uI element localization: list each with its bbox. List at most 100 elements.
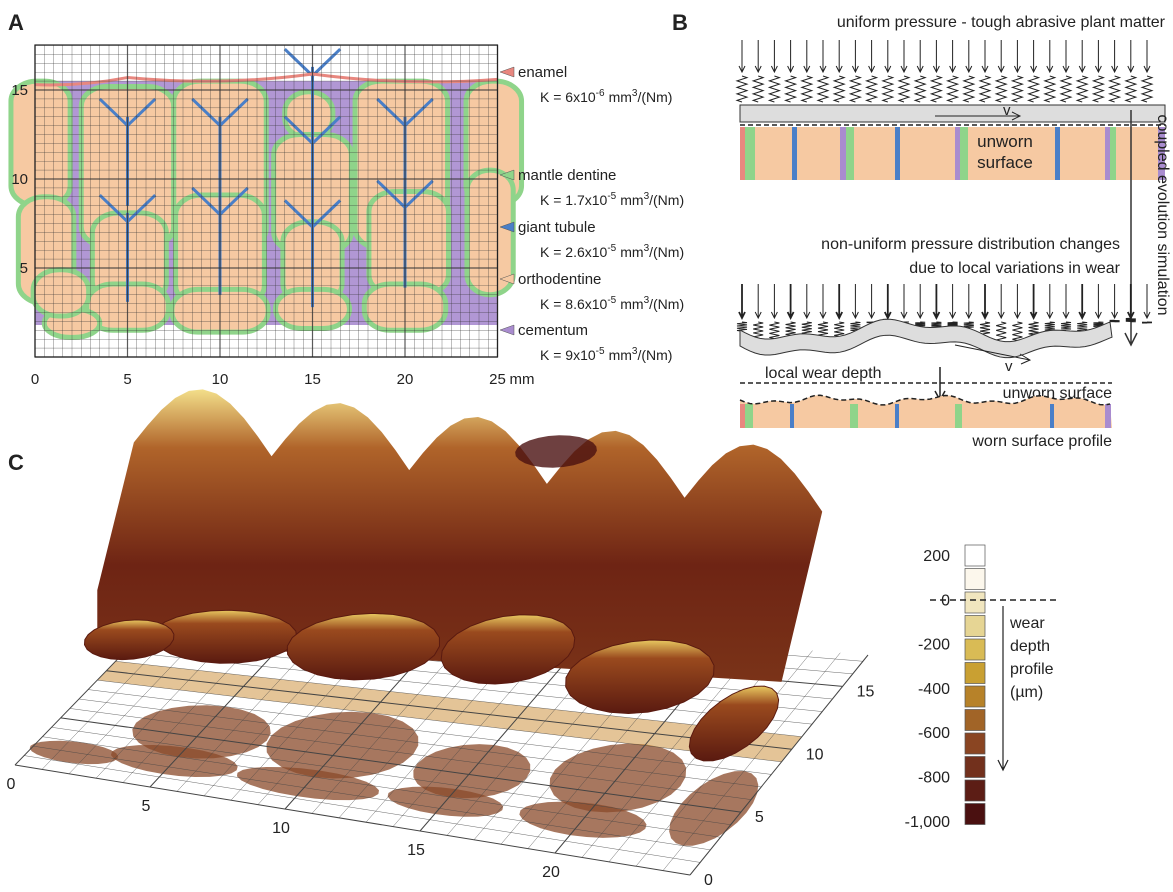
- pressure-arrow: [1047, 40, 1053, 72]
- pressure-arrow: [1047, 284, 1053, 318]
- pressure-arrow: [917, 40, 923, 72]
- spring: [1029, 322, 1039, 335]
- layer: [1055, 127, 1060, 180]
- spring: [980, 76, 990, 102]
- y-tick-label: 10: [806, 746, 824, 763]
- worn-strip: [740, 395, 1112, 428]
- pressure-arrow: [1112, 40, 1118, 72]
- colorbar-label: -800: [918, 770, 950, 787]
- caption: uniform pressure - tough abrasive plant …: [837, 14, 1166, 31]
- strip: [740, 127, 1165, 180]
- panel-label: A: [8, 10, 24, 35]
- raised-tooth: [153, 610, 297, 663]
- layer: [745, 404, 753, 428]
- k-text: K = 1.7x10: [540, 192, 608, 208]
- k-unit: mm: [609, 89, 632, 105]
- pressure-arrow: [788, 284, 794, 318]
- pressure-arrow: [1112, 284, 1118, 318]
- layer: [955, 127, 960, 180]
- pressure-arrow: [1079, 40, 1085, 72]
- spring: [769, 322, 779, 339]
- x-tick-label: 25: [489, 371, 506, 388]
- pressure-arrow: [998, 40, 1004, 72]
- layer: [960, 127, 968, 180]
- spring: [915, 76, 925, 102]
- y-tick-label: 15: [857, 683, 875, 700]
- k-tail: /(Nm): [637, 89, 672, 105]
- spring: [964, 76, 974, 102]
- colorbar-title: depth: [1010, 638, 1050, 655]
- wavy-plate: [740, 319, 1112, 357]
- k-unit: mm: [620, 244, 643, 260]
- pressure-arrow: [1079, 284, 1085, 318]
- pressure-arrow: [869, 40, 875, 72]
- pressure-arrow: [933, 284, 939, 318]
- spring: [1142, 76, 1152, 102]
- spring: [834, 76, 844, 102]
- legend-swatch: [500, 325, 514, 335]
- spring: [850, 76, 860, 102]
- layer: [1110, 127, 1116, 180]
- pressure-arrow: [933, 40, 939, 72]
- pressure-arrow: [1144, 284, 1150, 318]
- pressure-arrow: [804, 40, 810, 72]
- layer: [792, 127, 797, 180]
- pressure-arrow: [901, 284, 907, 318]
- spring: [996, 76, 1006, 102]
- k-text: K = 9x10: [540, 347, 596, 363]
- x-tick-label: 0: [7, 776, 16, 793]
- local-wear-depth: local wear depth: [765, 365, 882, 382]
- spring: [818, 76, 828, 102]
- k-tail: /(Nm): [637, 347, 672, 363]
- x-tick-label: 20: [542, 864, 560, 881]
- pressure-arrow: [1144, 40, 1150, 72]
- colorbar-title: wear: [1009, 615, 1045, 632]
- k-tail: /(Nm): [649, 296, 684, 312]
- layer: [1105, 127, 1110, 180]
- pressure-arrow: [982, 284, 988, 318]
- x-tick-label: 20: [397, 371, 414, 388]
- plate: [740, 105, 1165, 122]
- layer: [895, 404, 899, 428]
- colorbar-swatch: [965, 616, 985, 637]
- spring: [867, 76, 877, 102]
- colorbar-swatch: [965, 663, 985, 684]
- pressure-arrow: [1031, 40, 1037, 72]
- spring: [753, 322, 763, 338]
- y-tick-label: 0: [704, 872, 713, 887]
- layer: [846, 127, 854, 180]
- colorbar-label: -1,000: [905, 814, 950, 831]
- pressure-arrow: [885, 284, 891, 318]
- k-unit: mm: [620, 296, 643, 312]
- pressure-arrow: [1128, 284, 1134, 318]
- x-tick-label: 0: [31, 371, 39, 388]
- x-tick-label: 5: [142, 798, 151, 815]
- spring: [834, 322, 844, 336]
- colorbar-swatch: [965, 592, 985, 613]
- layer: [745, 127, 755, 180]
- pressure-arrow: [852, 284, 858, 318]
- spring: [802, 76, 812, 102]
- pressure-arrow: [901, 40, 907, 72]
- panel-label: C: [8, 450, 24, 475]
- spring: [753, 76, 763, 102]
- spring: [1077, 76, 1087, 102]
- pressure-arrow: [820, 284, 826, 318]
- k-text: K = 2.6x10: [540, 244, 608, 260]
- pressure-arrow: [1063, 40, 1069, 72]
- colorbar-title: (µm): [1010, 684, 1043, 701]
- k-exp: -5: [607, 295, 616, 306]
- pressure-arrow: [950, 40, 956, 72]
- pressure-arrow: [771, 284, 777, 318]
- colorbar-label: 0: [941, 592, 950, 609]
- spring: [802, 322, 812, 334]
- k-text: K = 6x10: [540, 89, 596, 105]
- spring: [899, 76, 909, 102]
- pressure-arrow: [836, 284, 842, 318]
- colorbar-swatch: [965, 569, 985, 590]
- pressure-arrow: [966, 284, 972, 318]
- layer: [840, 127, 846, 180]
- y-tick-label: 5: [755, 809, 764, 826]
